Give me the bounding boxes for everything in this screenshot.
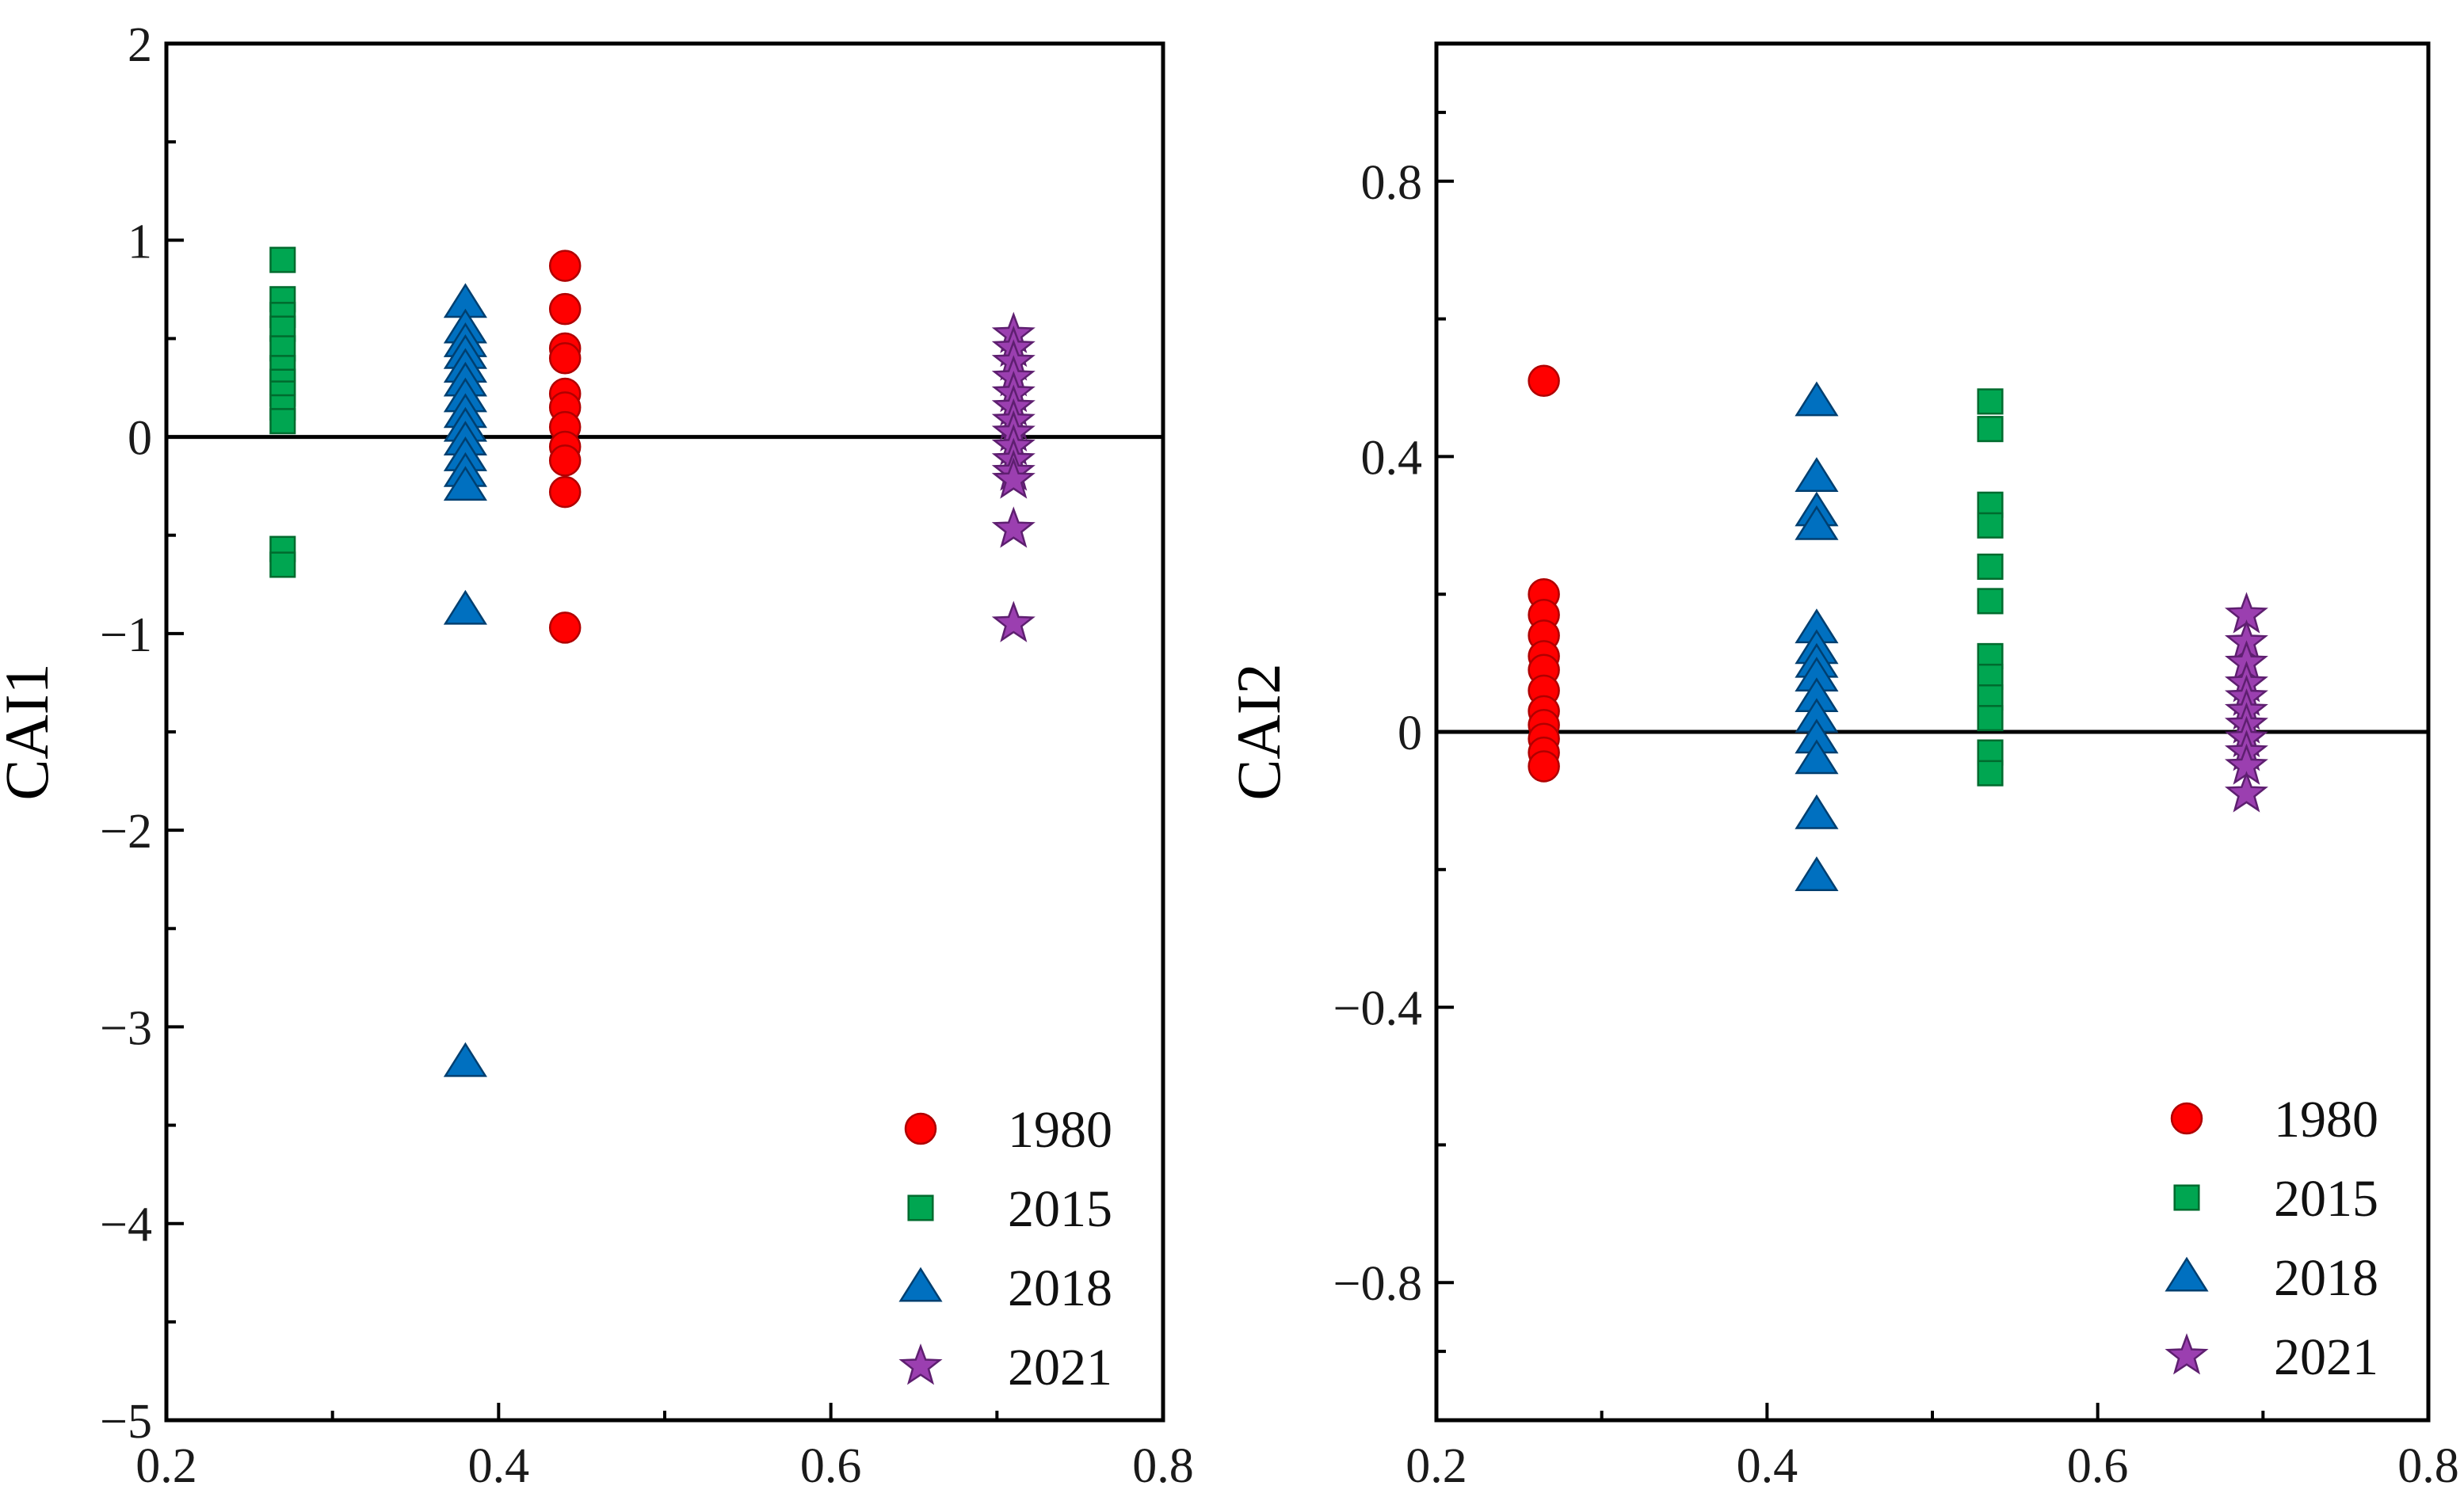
y-tick-label: −3 (100, 1001, 152, 1055)
x-tick-label: 0.6 (2067, 1439, 2129, 1493)
data-point-2021 (991, 506, 1036, 548)
data-point-2018 (443, 1042, 487, 1077)
data-point-2015 (269, 408, 296, 435)
data-point-2018 (443, 589, 487, 625)
legend-label-2021: 2021 (2274, 1328, 2378, 1386)
y-tick-label: 0.8 (1361, 156, 1423, 210)
legend-label-1980: 1980 (2274, 1091, 2378, 1149)
data-point-1980 (548, 250, 582, 282)
legend-label-2021: 2021 (1008, 1339, 1112, 1396)
legend-marker-2015 (2173, 1184, 2200, 1211)
y-tick-label: −2 (100, 805, 152, 859)
x-tick-label: 0.8 (2397, 1439, 2459, 1493)
y-axis-title: CAI1 (0, 663, 61, 800)
legend-marker-2021 (898, 1343, 943, 1385)
data-point-1980 (548, 342, 582, 375)
data-point-2015 (1977, 760, 2004, 787)
data-point-2015 (1977, 388, 2004, 415)
data-point-2015 (269, 246, 296, 273)
y-tick-label: 2 (128, 18, 152, 72)
data-point-2021 (991, 457, 1036, 499)
x-tick-label: 0.4 (468, 1439, 530, 1493)
data-point-2018 (1795, 856, 1839, 891)
legend-marker-2018 (898, 1267, 943, 1302)
panel-cai2: 0.8 0.4 0 −0.4 −0.8 0.2 0.4 0.6 0.8 CAI2 1980 2015 2… (1224, 41, 2459, 1493)
data-point-2018 (1795, 739, 1839, 775)
x-tick-label: 0.6 (800, 1439, 862, 1493)
data-point-2018 (443, 466, 487, 501)
y-tick-label: −4 (100, 1198, 152, 1252)
data-point-2015 (1977, 416, 2004, 443)
data-point-2021 (2224, 771, 2268, 813)
legend-label-2018: 2018 (1008, 1259, 1112, 1317)
y-tick-label: 0.4 (1361, 431, 1423, 485)
legend-label-2018: 2018 (2274, 1249, 2378, 1307)
x-tick-label: 0.8 (1132, 1439, 1194, 1493)
data-point-2018 (1795, 457, 1839, 492)
data-point-2018 (1795, 794, 1839, 829)
legend-label-2015: 2015 (2274, 1170, 2378, 1228)
data-point-2018 (1795, 505, 1839, 540)
data-point-2018 (1795, 381, 1839, 417)
legend-marker-1980 (2170, 1102, 2203, 1135)
data-point-2015 (1977, 705, 2004, 732)
data-point-2015 (1977, 512, 2004, 539)
data-point-1980 (1528, 750, 1560, 783)
x-tick-label: 0.2 (135, 1439, 197, 1493)
panel-cai1: 2 1 0 −1 −2 −3 −4 −50.2 0.4 0.6 0.8 CAI1 1980 2015 201… (0, 18, 1194, 1493)
legend-label-1980: 1980 (1008, 1101, 1112, 1159)
x-tick-label: 0.2 (1406, 1439, 1467, 1493)
data-point-1980 (548, 475, 582, 509)
x-tick-label: 0.4 (1737, 1439, 1798, 1493)
y-tick-label: −0.4 (1333, 982, 1422, 1036)
legend-marker-2015 (907, 1194, 934, 1221)
y-tick-label: −0.8 (1333, 1257, 1422, 1311)
legend-marker-1980 (904, 1112, 937, 1145)
y-tick-label: −1 (100, 608, 152, 662)
legend-label-2015: 2015 (1008, 1180, 1112, 1238)
data-point-1980 (548, 292, 582, 326)
data-point-2021 (991, 600, 1036, 642)
y-tick-label: 1 (128, 215, 152, 269)
legend-marker-2021 (2165, 1333, 2209, 1375)
data-point-1980 (1528, 364, 1560, 398)
data-point-2015 (1977, 553, 2004, 580)
data-point-2015 (269, 551, 296, 578)
data-point-2015 (1977, 588, 2004, 615)
data-point-1980 (548, 444, 582, 477)
y-axis-title: CAI2 (1224, 663, 1293, 800)
legend-marker-2018 (2165, 1256, 2209, 1292)
data-point-1980 (548, 611, 582, 644)
y-tick-label: −5 (100, 1395, 152, 1449)
y-tick-label: 0 (1398, 707, 1422, 760)
y-tick-label: 0 (128, 412, 152, 466)
